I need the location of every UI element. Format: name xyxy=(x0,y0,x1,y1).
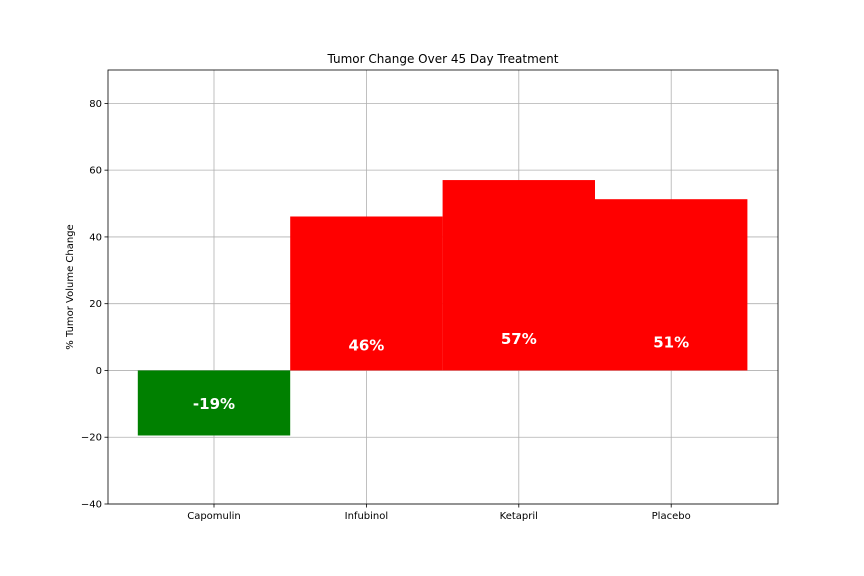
y-tick-label-4: 40 xyxy=(89,232,102,243)
x-tick-label-infubinol: Infubinol xyxy=(345,511,389,522)
x-tick-label-ketapril: Ketapril xyxy=(500,511,538,522)
bar-label-placebo: 51% xyxy=(653,333,689,351)
y-tick-label-1: −20 xyxy=(81,433,102,444)
chart-title: Tumor Change Over 45 Day Treatment xyxy=(327,52,559,66)
bar-label-ketapril: 57% xyxy=(501,330,537,348)
y-axis-title: % Tumor Volume Change xyxy=(65,224,76,349)
y-tick-label-5: 60 xyxy=(89,166,102,177)
bar-placebo xyxy=(595,199,748,371)
x-axis: Capomulin Infubinol Ketapril Placebo xyxy=(187,504,691,522)
y-tick-label-2: 0 xyxy=(96,366,102,377)
plot-frame xyxy=(107,69,779,505)
bar-label-infubinol: 46% xyxy=(348,336,384,354)
y-tick-label-3: 20 xyxy=(89,299,102,310)
y-tick-label-6: 80 xyxy=(89,99,102,110)
bar-label-capomulin: -19% xyxy=(193,395,235,413)
bars xyxy=(137,180,748,436)
x-tick-label-placebo: Placebo xyxy=(652,511,691,522)
bar-ketapril xyxy=(442,180,595,371)
bar-infubinol xyxy=(290,216,443,371)
x-tick-label-capomulin: Capomulin xyxy=(187,511,241,522)
bar-labels: -19% 46% 57% 51% xyxy=(193,330,689,413)
bar-capomulin xyxy=(137,370,291,436)
y-axis: −40 −20 0 20 40 60 80 xyxy=(81,99,108,511)
y-tick-label-0: −40 xyxy=(81,500,102,511)
